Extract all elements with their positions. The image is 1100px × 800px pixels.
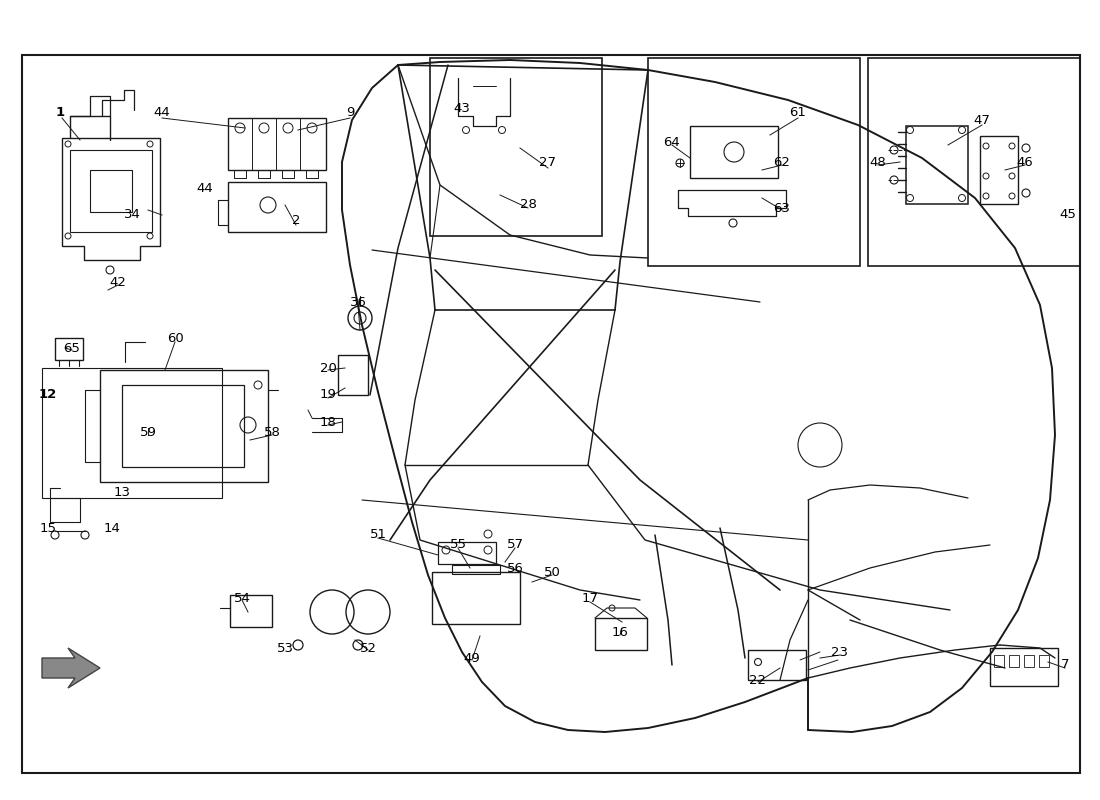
Text: 54: 54: [233, 591, 251, 605]
Text: 46: 46: [1016, 155, 1033, 169]
Bar: [90, 170, 132, 212]
Text: 63: 63: [773, 202, 791, 214]
Bar: [42, 368, 222, 498]
Bar: [452, 565, 500, 574]
Bar: [648, 58, 860, 266]
Bar: [228, 182, 326, 232]
Bar: [1009, 655, 1019, 667]
Text: 58: 58: [264, 426, 280, 438]
Text: 1: 1: [55, 106, 65, 119]
Text: 42: 42: [110, 275, 126, 289]
Text: 43: 43: [453, 102, 471, 114]
Text: 62: 62: [773, 155, 791, 169]
Text: 9: 9: [345, 106, 354, 119]
Text: 44: 44: [154, 106, 170, 119]
Text: 65: 65: [64, 342, 80, 354]
Text: 50: 50: [543, 566, 560, 578]
Text: 52: 52: [360, 642, 376, 654]
Bar: [1024, 655, 1034, 667]
Text: 47: 47: [974, 114, 990, 126]
Bar: [595, 618, 647, 650]
Text: 56: 56: [507, 562, 524, 574]
Text: 60: 60: [166, 331, 184, 345]
Text: 13: 13: [113, 486, 131, 498]
Bar: [122, 385, 244, 467]
Text: 16: 16: [612, 626, 628, 639]
Bar: [432, 572, 520, 624]
Text: 17: 17: [582, 591, 598, 605]
Text: 59: 59: [140, 426, 156, 438]
Polygon shape: [42, 648, 100, 688]
Text: 20: 20: [320, 362, 337, 374]
Bar: [906, 126, 968, 204]
Text: 64: 64: [663, 135, 681, 149]
Text: 7: 7: [1060, 658, 1069, 671]
Text: 14: 14: [103, 522, 120, 534]
Text: 15: 15: [40, 522, 56, 534]
Bar: [338, 355, 368, 395]
Text: 45: 45: [1059, 209, 1077, 222]
Text: 2: 2: [292, 214, 300, 226]
Bar: [980, 136, 1018, 204]
Bar: [990, 648, 1058, 686]
Text: 49: 49: [463, 651, 481, 665]
Text: 28: 28: [519, 198, 537, 211]
Text: 53: 53: [276, 642, 294, 654]
Text: 34: 34: [123, 209, 141, 222]
Text: 44: 44: [197, 182, 213, 194]
Bar: [22, 55, 1080, 773]
Bar: [1040, 655, 1049, 667]
Bar: [228, 118, 326, 170]
Bar: [690, 126, 778, 178]
Bar: [55, 338, 82, 360]
Text: 23: 23: [832, 646, 848, 658]
Text: 27: 27: [539, 155, 557, 169]
Text: 12: 12: [39, 389, 57, 402]
Text: 36: 36: [350, 295, 366, 309]
Bar: [230, 595, 272, 627]
Bar: [100, 370, 268, 482]
Text: 18: 18: [320, 415, 337, 429]
Bar: [70, 150, 152, 232]
Text: 19: 19: [320, 389, 337, 402]
Text: 55: 55: [450, 538, 466, 551]
Bar: [438, 542, 496, 564]
Text: 61: 61: [790, 106, 806, 119]
Bar: [748, 650, 806, 680]
Text: 48: 48: [870, 155, 887, 169]
Bar: [868, 58, 1080, 266]
Text: 51: 51: [370, 529, 386, 542]
Text: 22: 22: [749, 674, 767, 686]
Bar: [430, 58, 602, 236]
Text: 57: 57: [506, 538, 524, 551]
Bar: [994, 655, 1004, 667]
